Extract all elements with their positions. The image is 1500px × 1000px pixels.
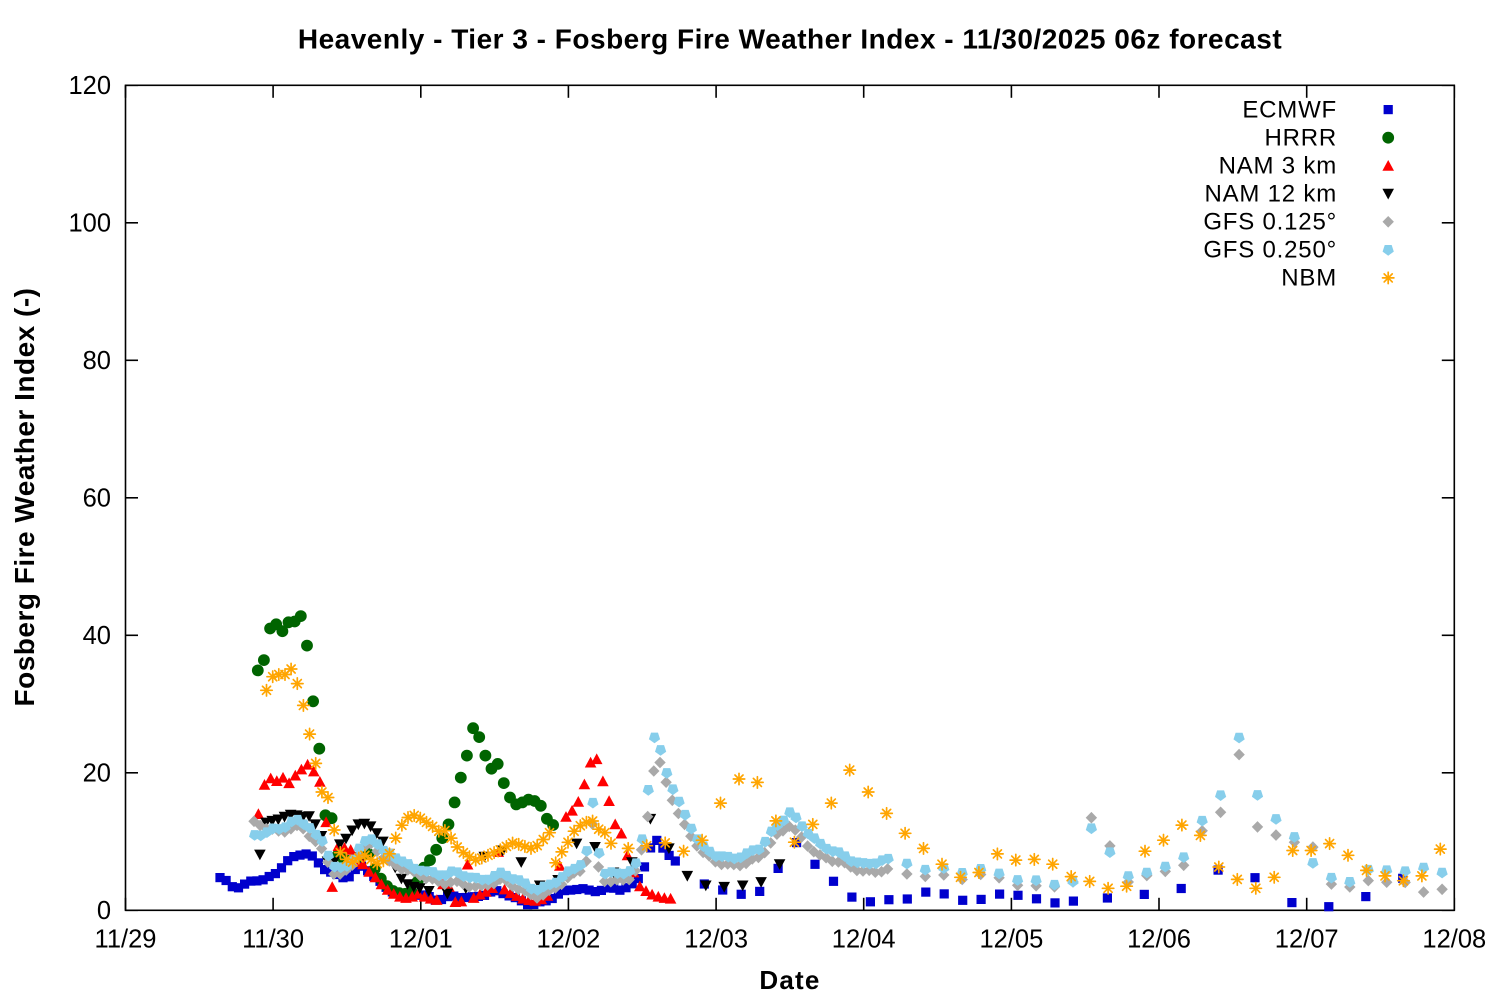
svg-text:80: 80 xyxy=(83,347,111,375)
svg-text:11/29: 11/29 xyxy=(95,926,157,954)
svg-text:12/04: 12/04 xyxy=(832,926,896,954)
svg-text:NBM: NBM xyxy=(1281,265,1337,292)
svg-text:ECMWF: ECMWF xyxy=(1242,96,1337,123)
svg-text:12/07: 12/07 xyxy=(1275,926,1339,954)
svg-text:120: 120 xyxy=(68,72,111,100)
svg-text:12/06: 12/06 xyxy=(1127,926,1191,954)
svg-text:HRRR: HRRR xyxy=(1264,125,1337,152)
svg-text:NAM 12 km: NAM 12 km xyxy=(1204,181,1337,208)
svg-text:12/01: 12/01 xyxy=(389,926,453,954)
svg-text:60: 60 xyxy=(83,484,111,512)
svg-text:12/03: 12/03 xyxy=(684,926,748,954)
svg-text:100: 100 xyxy=(68,209,111,237)
svg-text:Heavenly - Tier 3 - Fosberg Fi: Heavenly - Tier 3 - Fosberg Fire Weather… xyxy=(298,24,1282,55)
svg-text:GFS 0.125°: GFS 0.125° xyxy=(1203,209,1337,236)
svg-text:Fosberg Fire Weather Index (-): Fosberg Fire Weather Index (-) xyxy=(9,288,40,707)
svg-text:Date: Date xyxy=(759,965,820,995)
svg-text:20: 20 xyxy=(83,759,111,787)
svg-text:40: 40 xyxy=(83,622,111,650)
svg-text:GFS 0.250°: GFS 0.250° xyxy=(1203,237,1337,264)
svg-text:11/30: 11/30 xyxy=(242,926,304,954)
svg-text:0: 0 xyxy=(97,897,111,925)
svg-text:NAM 3 km: NAM 3 km xyxy=(1219,153,1337,180)
svg-text:12/05: 12/05 xyxy=(979,926,1043,954)
svg-text:12/08: 12/08 xyxy=(1422,926,1486,954)
svg-text:12/02: 12/02 xyxy=(536,926,600,954)
